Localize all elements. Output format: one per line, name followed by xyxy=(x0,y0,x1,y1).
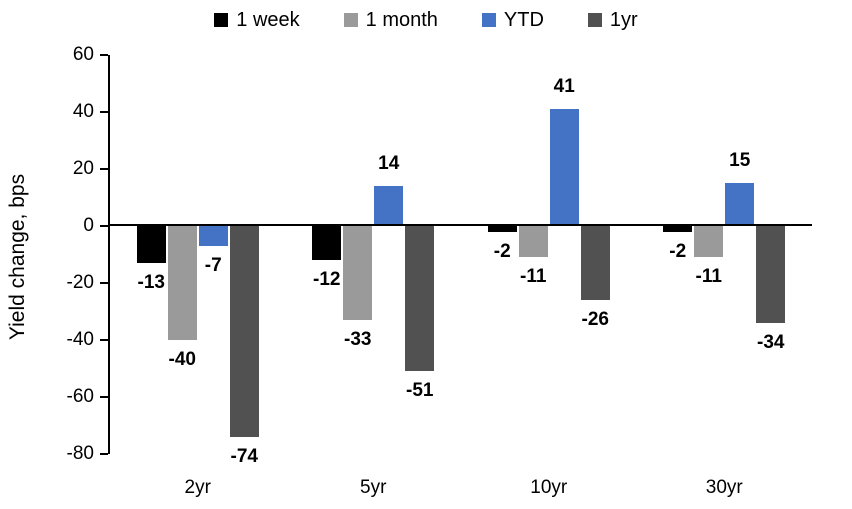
legend-swatch-icon xyxy=(481,13,496,27)
y-tick-mark xyxy=(100,396,108,398)
y-tick-label: 40 xyxy=(72,101,94,122)
bar-value-label: 14 xyxy=(378,153,400,175)
bar xyxy=(136,226,166,264)
y-axis-line xyxy=(108,55,110,454)
legend-swatch-icon xyxy=(587,13,602,27)
y-tick-mark xyxy=(100,282,108,284)
y-tick-label: 20 xyxy=(72,158,94,179)
y-tick-label: 0 xyxy=(83,215,94,236)
y-tick-mark xyxy=(100,54,108,56)
bar xyxy=(374,186,404,226)
x-category-label: 30yr xyxy=(705,477,743,498)
bar-value-label: -33 xyxy=(344,329,372,351)
bar xyxy=(663,226,693,232)
y-tick-mark xyxy=(100,111,108,113)
bar xyxy=(167,226,197,340)
bar xyxy=(487,226,517,232)
bar-value-label: -11 xyxy=(520,266,547,288)
bar-value-label: -12 xyxy=(313,269,341,291)
legend-swatch-icon xyxy=(343,13,358,27)
bar-value-label: -11 xyxy=(695,266,722,288)
bar-value-label: 15 xyxy=(729,150,751,172)
bar-value-label: -2 xyxy=(669,240,687,262)
bar-value-label: -2 xyxy=(493,240,511,262)
y-tick-label: -20 xyxy=(66,272,94,293)
y-tick-mark xyxy=(100,453,108,455)
bar-value-label: -51 xyxy=(406,380,434,402)
y-tick-label: -80 xyxy=(66,443,94,464)
bar-value-label: 41 xyxy=(553,76,575,98)
legend-item: 1yr xyxy=(587,8,638,32)
legend-item: 1 month xyxy=(343,8,438,32)
bar xyxy=(518,226,548,258)
legend-item: 1 week xyxy=(214,8,300,32)
x-category-label: 5yr xyxy=(360,477,387,498)
legend-label: YTD xyxy=(503,9,544,31)
bar xyxy=(725,183,755,226)
bar xyxy=(694,226,724,258)
legend-item: YTD xyxy=(481,8,544,32)
legend-label: 1 week xyxy=(236,9,300,31)
bar xyxy=(198,226,228,246)
chart-legend: 1 week 1 month YTD 1yr xyxy=(0,8,852,32)
legend-label: 1yr xyxy=(609,9,638,31)
bar xyxy=(580,226,610,301)
bar-value-label: -74 xyxy=(230,445,258,467)
y-axis-title: Yield change, bps xyxy=(6,173,29,341)
bar xyxy=(405,226,435,372)
y-tick-mark xyxy=(100,339,108,341)
bar xyxy=(756,226,786,323)
x-category-label: 2yr xyxy=(184,477,211,498)
x-category-label: 10yr xyxy=(530,477,568,498)
legend-label: 1 month xyxy=(365,9,438,31)
bar-value-label: -34 xyxy=(757,331,785,353)
x-axis-line xyxy=(108,224,812,226)
bar-value-label: -13 xyxy=(137,272,165,294)
bar xyxy=(229,226,259,437)
y-tick-label: 60 xyxy=(72,44,94,65)
bar xyxy=(343,226,373,321)
bar-value-label: -40 xyxy=(168,349,196,370)
y-tick-label: -60 xyxy=(66,386,94,407)
y-tick-label: -40 xyxy=(66,329,94,350)
bar-value-label: -26 xyxy=(581,309,609,331)
bar xyxy=(549,109,579,226)
legend-swatch-icon xyxy=(214,13,229,27)
bar xyxy=(312,226,342,261)
y-tick-mark xyxy=(100,168,108,170)
y-tick-mark xyxy=(100,225,108,227)
bar-value-label: -7 xyxy=(204,254,222,276)
